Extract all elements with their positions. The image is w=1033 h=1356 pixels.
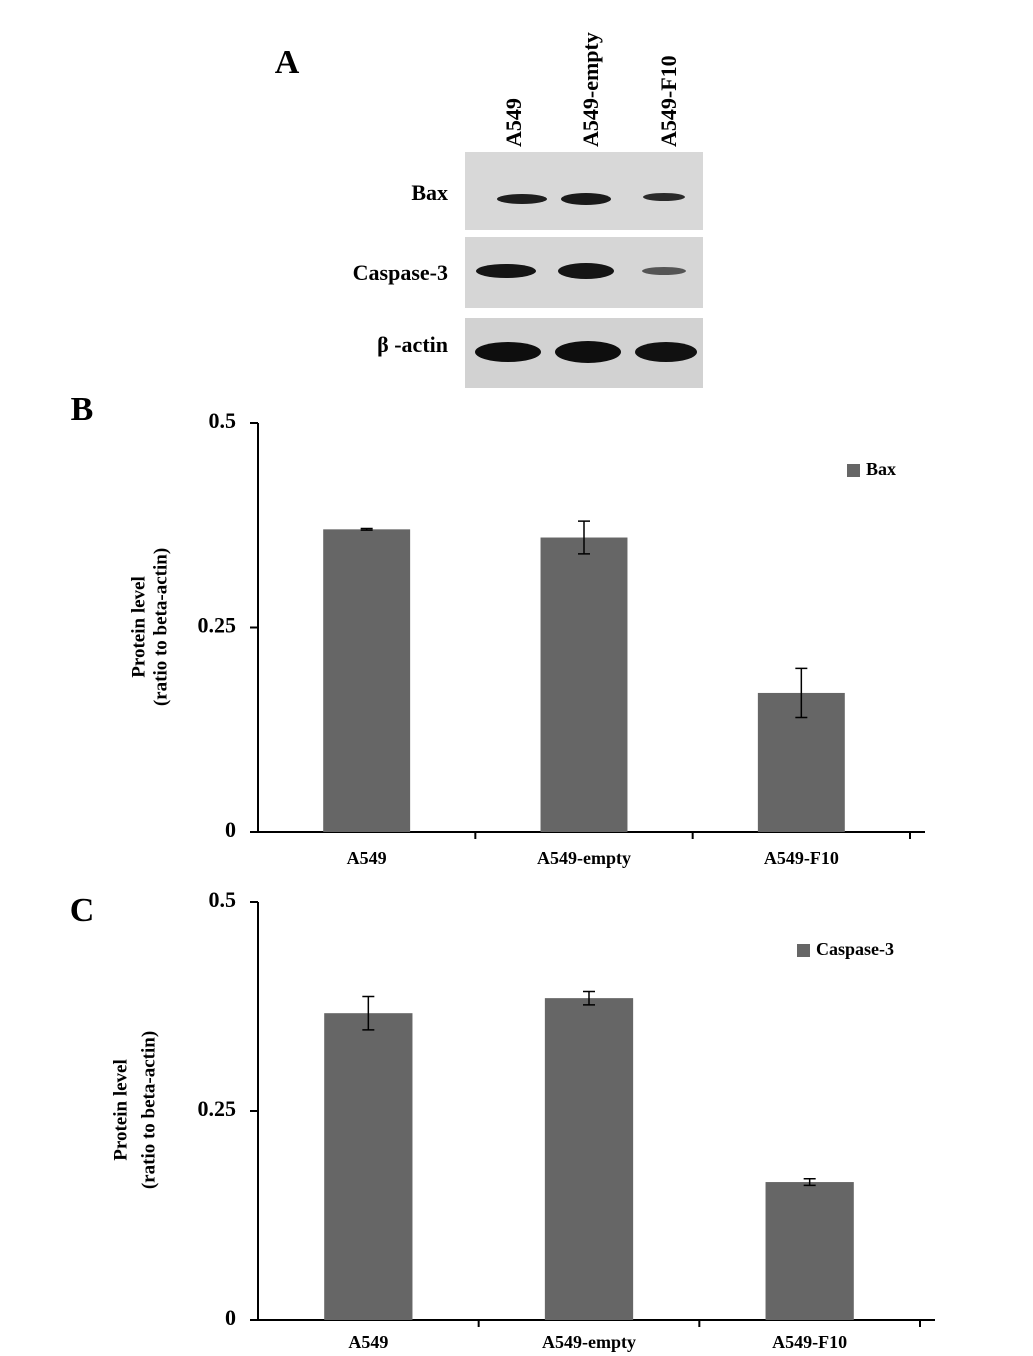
x-tick-label: A549-empty bbox=[537, 848, 631, 868]
bar bbox=[324, 1013, 413, 1320]
error-bar bbox=[803, 1177, 816, 1187]
y-axis-label: Protein level bbox=[128, 576, 149, 677]
row-label: Caspase-3 bbox=[353, 260, 448, 285]
error-bar bbox=[360, 527, 373, 531]
error-bar bbox=[578, 520, 590, 555]
y-tick-label: 0.5 bbox=[209, 887, 237, 912]
x-tick-label: A549-F10 bbox=[764, 848, 839, 868]
x-tick-label: A549-empty bbox=[542, 1332, 636, 1352]
y-tick-label: 0 bbox=[225, 817, 236, 842]
panel-label: B bbox=[71, 391, 94, 428]
panel-label: C bbox=[70, 892, 95, 929]
y-tick-label: 0.25 bbox=[198, 613, 237, 638]
bar bbox=[323, 529, 411, 832]
lane-label: A549-empty bbox=[578, 32, 603, 147]
bar bbox=[765, 1182, 854, 1320]
bar bbox=[544, 998, 634, 1320]
x-tick-label: A549 bbox=[347, 848, 387, 868]
error-bar bbox=[583, 990, 595, 1006]
panel-label: A bbox=[275, 44, 300, 81]
bar bbox=[540, 537, 628, 832]
lane-label: A549 bbox=[501, 98, 526, 147]
error-bar bbox=[362, 995, 375, 1031]
y-tick-label: 0.25 bbox=[198, 1096, 237, 1121]
y-axis-label: (ratio to beta-actin) bbox=[138, 1031, 159, 1189]
y-axis-label: (ratio to beta-actin) bbox=[150, 548, 171, 706]
legend-label: Caspase-3 bbox=[816, 939, 894, 959]
blot-image bbox=[465, 152, 703, 388]
x-tick-label: A549-F10 bbox=[772, 1332, 847, 1352]
legend-swatch bbox=[797, 944, 810, 957]
legend-swatch bbox=[847, 464, 860, 477]
lane-label: A549-F10 bbox=[656, 55, 681, 147]
row-label: β -actin bbox=[377, 332, 448, 357]
y-tick-label: 0.5 bbox=[209, 408, 237, 433]
y-axis-label: Protein level bbox=[110, 1059, 131, 1160]
y-tick-label: 0 bbox=[225, 1305, 236, 1330]
legend-label: Bax bbox=[866, 459, 896, 479]
error-bar bbox=[795, 667, 808, 719]
x-tick-label: A549 bbox=[348, 1332, 388, 1352]
row-label: Bax bbox=[411, 180, 448, 205]
